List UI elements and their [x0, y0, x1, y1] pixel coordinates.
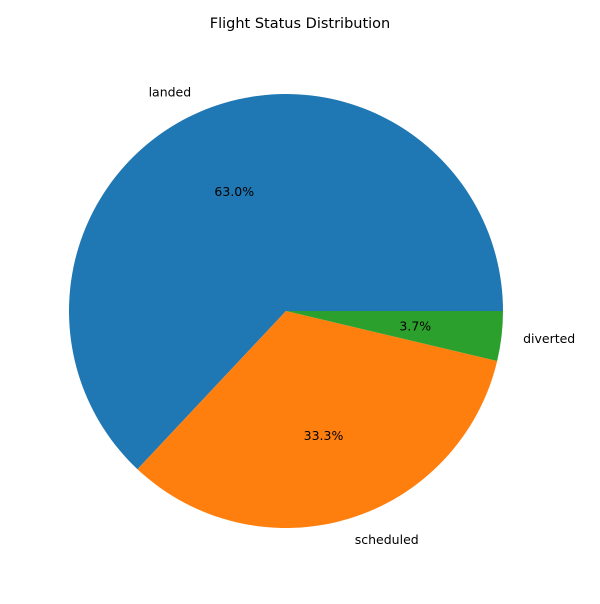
slice-category-label-scheduled: scheduled — [355, 532, 419, 547]
slice-category-label-diverted: diverted — [523, 331, 575, 346]
slice-percent-label-diverted: 3.7% — [399, 319, 431, 334]
chart-title: Flight Status Distribution — [209, 16, 391, 32]
slices-layer — [69, 94, 503, 529]
slice-percent-label-landed: 63.0% — [214, 184, 254, 199]
labels-layer: 63.0% landed 33.3% scheduled 3.7% diverted — [149, 84, 576, 547]
slice-percent-label-scheduled: 33.3% — [304, 428, 344, 443]
pie-slice-landed — [69, 94, 503, 470]
slice-category-label-landed: landed — [149, 84, 192, 99]
pie-slice-scheduled — [137, 311, 498, 529]
pie-slice-diverted — [286, 311, 503, 361]
